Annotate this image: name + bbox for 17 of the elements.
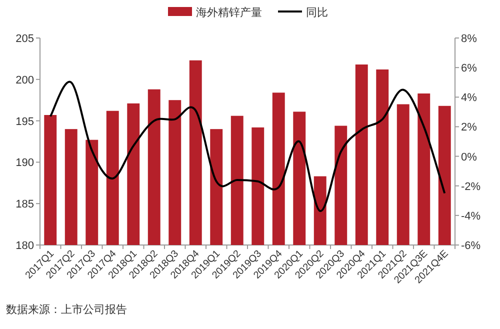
y2-tick-label: -4% bbox=[461, 210, 481, 222]
y-tick-label: 205 bbox=[16, 33, 34, 45]
y-tick-label: 195 bbox=[16, 116, 34, 128]
y2-tick-label: 0% bbox=[461, 151, 478, 164]
y-tick-label: 180 bbox=[16, 240, 34, 252]
source-note: 数据来源：上市公司报告 bbox=[6, 303, 127, 316]
y2-tick-label: -6% bbox=[461, 240, 481, 252]
y-tick-label: 190 bbox=[16, 157, 34, 170]
y2-tick-label: 2% bbox=[461, 122, 478, 134]
y-tick-label: 200 bbox=[16, 74, 34, 86]
legend-label: 海外精锌产量 bbox=[196, 6, 262, 19]
y-tick-label: 185 bbox=[16, 198, 34, 211]
y2-tick-label: -2% bbox=[461, 180, 481, 193]
y2-tick-label: 4% bbox=[461, 92, 478, 104]
y2-tick-label: 6% bbox=[461, 62, 478, 75]
y2-tick-label: 8% bbox=[461, 33, 478, 45]
legend-label: 同比 bbox=[306, 6, 328, 19]
